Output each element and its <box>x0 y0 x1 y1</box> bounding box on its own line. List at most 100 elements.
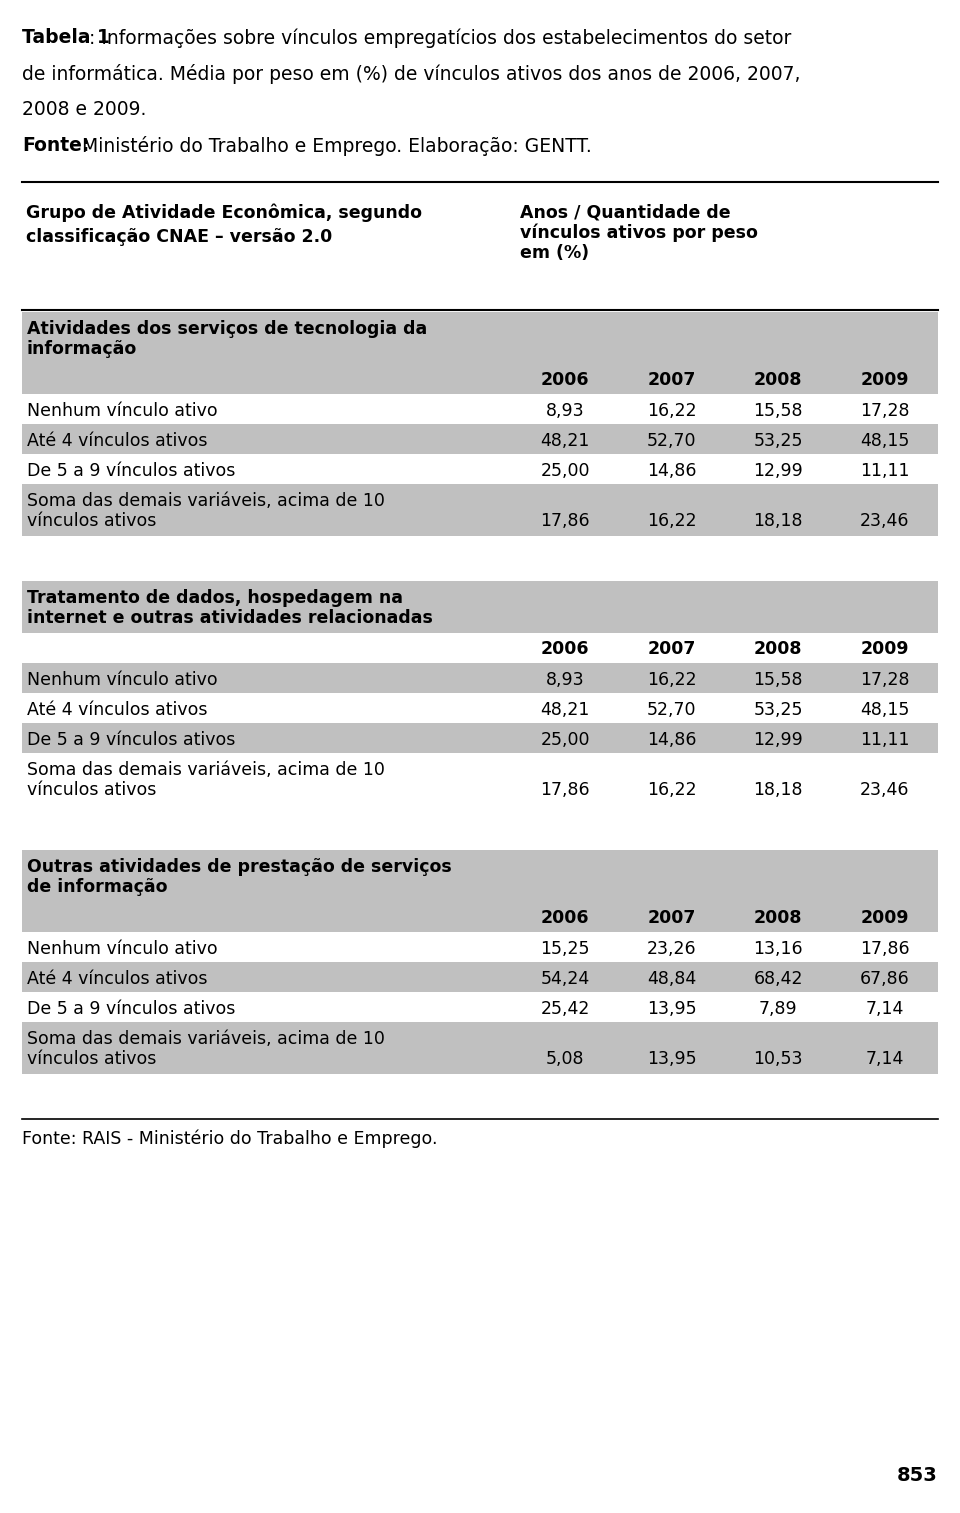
Text: 53,25: 53,25 <box>754 433 803 449</box>
Bar <box>22 424 938 454</box>
Text: 25,00: 25,00 <box>540 461 590 480</box>
Text: 17,86: 17,86 <box>860 940 909 958</box>
Bar <box>22 581 938 632</box>
Text: 17,28: 17,28 <box>860 402 909 421</box>
Bar <box>22 484 938 536</box>
Text: 10,53: 10,53 <box>754 1050 803 1068</box>
Bar <box>22 365 938 393</box>
Text: vínculos ativos: vínculos ativos <box>27 511 156 530</box>
Text: 17,86: 17,86 <box>540 511 590 530</box>
Text: informação: informação <box>27 340 137 359</box>
Text: De 5 a 9 vínculos ativos: De 5 a 9 vínculos ativos <box>27 731 235 749</box>
Text: 52,70: 52,70 <box>647 701 697 719</box>
Text: 23,46: 23,46 <box>860 511 909 530</box>
Text: 11,11: 11,11 <box>860 731 909 749</box>
Text: 11,11: 11,11 <box>860 461 909 480</box>
Bar <box>22 312 938 365</box>
Text: 13,95: 13,95 <box>647 1050 697 1068</box>
Text: Soma das demais variáveis, acima de 10: Soma das demais variáveis, acima de 10 <box>27 492 385 510</box>
Text: 5,08: 5,08 <box>546 1050 585 1068</box>
Bar <box>22 932 938 962</box>
Text: internet e outras atividades relacionadas: internet e outras atividades relacionada… <box>27 610 433 626</box>
Text: Ministério do Trabalho e Emprego. Elaboração: GENTT.: Ministério do Trabalho e Emprego. Elabor… <box>76 136 591 156</box>
Text: vínculos ativos: vínculos ativos <box>27 781 156 799</box>
Text: 2006: 2006 <box>541 909 589 927</box>
Text: Atividades dos serviços de tecnologia da: Atividades dos serviços de tecnologia da <box>27 321 427 337</box>
Text: 7,14: 7,14 <box>866 1000 904 1018</box>
Text: 13,95: 13,95 <box>647 1000 697 1018</box>
Text: De 5 a 9 vínculos ativos: De 5 a 9 vínculos ativos <box>27 461 235 480</box>
Text: 2009: 2009 <box>860 640 909 658</box>
Text: 8,93: 8,93 <box>546 402 585 421</box>
Text: de informática. Média por peso em (%) de vínculos ativos dos anos de 2006, 2007,: de informática. Média por peso em (%) de… <box>22 64 801 85</box>
Text: 68,42: 68,42 <box>754 970 803 988</box>
Text: de informação: de informação <box>27 878 167 896</box>
Text: 8,93: 8,93 <box>546 670 585 688</box>
Text: 14,86: 14,86 <box>647 731 697 749</box>
Text: 12,99: 12,99 <box>754 461 804 480</box>
Text: Fonte: RAIS - Ministério do Trabalho e Emprego.: Fonte: RAIS - Ministério do Trabalho e E… <box>22 1129 438 1147</box>
Text: Grupo de Atividade Econômica, segundo: Grupo de Atividade Econômica, segundo <box>26 204 422 222</box>
Bar <box>22 850 938 902</box>
Bar <box>22 454 938 484</box>
Text: 13,16: 13,16 <box>754 940 804 958</box>
Text: 2008: 2008 <box>754 640 803 658</box>
Text: Soma das demais variáveis, acima de 10: Soma das demais variáveis, acima de 10 <box>27 1030 385 1049</box>
Text: Tratamento de dados, hospedagem na: Tratamento de dados, hospedagem na <box>27 589 403 607</box>
Text: Soma das demais variáveis, acima de 10: Soma das demais variáveis, acima de 10 <box>27 761 385 779</box>
Text: Nenhum vínculo ativo: Nenhum vínculo ativo <box>27 940 218 958</box>
Text: 7,89: 7,89 <box>759 1000 798 1018</box>
Text: 18,18: 18,18 <box>754 781 803 799</box>
Text: Até 4 vínculos ativos: Até 4 vínculos ativos <box>27 701 207 719</box>
Bar <box>22 632 938 663</box>
Text: 25,00: 25,00 <box>540 731 590 749</box>
Text: 18,18: 18,18 <box>754 511 803 530</box>
Bar <box>22 1021 938 1074</box>
Text: 16,22: 16,22 <box>647 511 697 530</box>
Text: 2007: 2007 <box>648 909 696 927</box>
Text: 17,28: 17,28 <box>860 670 909 688</box>
Text: 48,84: 48,84 <box>647 970 696 988</box>
Text: 2009: 2009 <box>860 371 909 389</box>
Text: 52,70: 52,70 <box>647 433 697 449</box>
Text: Nenhum vínculo ativo: Nenhum vínculo ativo <box>27 402 218 421</box>
Text: Até 4 vínculos ativos: Até 4 vínculos ativos <box>27 433 207 449</box>
Text: 48,21: 48,21 <box>540 701 590 719</box>
Text: 2008: 2008 <box>754 909 803 927</box>
Text: Nenhum vínculo ativo: Nenhum vínculo ativo <box>27 670 218 688</box>
Text: 2007: 2007 <box>648 371 696 389</box>
Bar <box>22 902 938 932</box>
Bar <box>22 663 938 693</box>
Text: Fonte:: Fonte: <box>22 136 89 154</box>
Text: 48,21: 48,21 <box>540 433 590 449</box>
Text: 2008: 2008 <box>754 371 803 389</box>
Text: 12,99: 12,99 <box>754 731 804 749</box>
Text: 2006: 2006 <box>541 371 589 389</box>
Bar <box>22 693 938 723</box>
Text: 16,22: 16,22 <box>647 781 697 799</box>
Bar <box>22 993 938 1021</box>
Bar <box>22 723 938 753</box>
Text: 15,58: 15,58 <box>754 670 803 688</box>
Text: 16,22: 16,22 <box>647 402 697 421</box>
Text: 7,14: 7,14 <box>866 1050 904 1068</box>
Text: 853: 853 <box>898 1466 938 1484</box>
Text: 2008 e 2009.: 2008 e 2009. <box>22 100 146 120</box>
Text: classificação CNAE – versão 2.0: classificação CNAE – versão 2.0 <box>26 228 332 247</box>
Text: 54,24: 54,24 <box>540 970 589 988</box>
Text: 23,26: 23,26 <box>647 940 697 958</box>
Text: : Informações sobre vínculos empregatícios dos estabelecimentos do setor: : Informações sobre vínculos empregatíci… <box>89 29 791 47</box>
Text: 48,15: 48,15 <box>860 433 909 449</box>
Text: 2006: 2006 <box>541 640 589 658</box>
Bar <box>22 393 938 424</box>
Text: 2009: 2009 <box>860 909 909 927</box>
Text: 67,86: 67,86 <box>860 970 910 988</box>
Text: 15,25: 15,25 <box>540 940 590 958</box>
Text: 25,42: 25,42 <box>540 1000 590 1018</box>
Text: 14,86: 14,86 <box>647 461 697 480</box>
Text: Outras atividades de prestação de serviços: Outras atividades de prestação de serviç… <box>27 858 452 876</box>
Text: vínculos ativos por peso: vínculos ativos por peso <box>520 224 757 242</box>
Text: Anos / Quantidade de: Anos / Quantidade de <box>520 204 731 222</box>
Text: 48,15: 48,15 <box>860 701 909 719</box>
Text: vínculos ativos: vínculos ativos <box>27 1050 156 1068</box>
